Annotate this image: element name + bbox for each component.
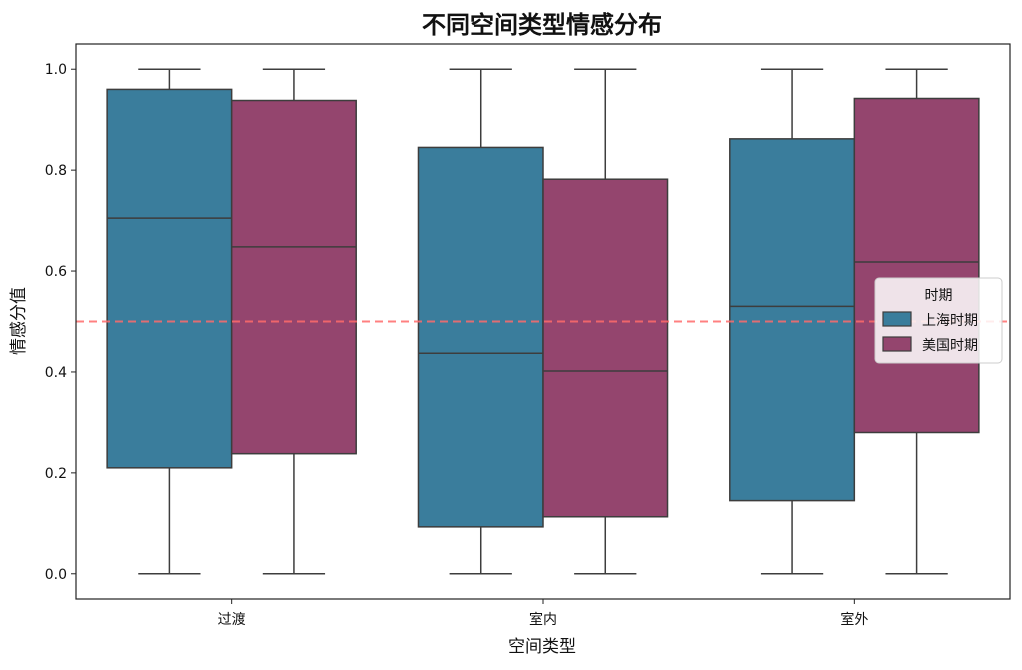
x-tick-label: 室外 (840, 611, 868, 628)
box-2-室外 (853, 68, 980, 575)
legend-item-label: 上海时期 (922, 313, 978, 329)
chart-title: 不同空间类型情感分布 (422, 11, 662, 39)
y-tick-label: 1.0 (45, 62, 67, 78)
box-2-室内 (542, 68, 669, 575)
iqr-box (729, 138, 856, 502)
y-tick-label: 0.2 (45, 466, 67, 482)
iqr-box (106, 88, 233, 469)
plot-area: 0.0 0.2 0.4 0.6 0.8 1.0 过渡 室内 室外 (45, 43, 1011, 628)
iqr-box (542, 178, 669, 518)
box-2-过渡 (230, 68, 357, 575)
iqr-box (417, 146, 544, 528)
y-tick-label: 0.4 (45, 365, 67, 381)
legend-item-label: 美国时期 (922, 338, 978, 354)
y-tick-label: 0.6 (45, 264, 67, 280)
axes-frame (75, 43, 1011, 600)
legend-swatch (882, 311, 912, 327)
x-axis-label: 空间类型 (508, 637, 576, 657)
y-tick-label: 0.8 (45, 163, 67, 179)
legend-title: 时期 (925, 288, 953, 304)
y-tick-label: 0.0 (45, 567, 67, 583)
x-tick-label: 室内 (529, 611, 557, 628)
y-axis-label: 情感分值 (9, 287, 29, 355)
iqr-box (853, 97, 980, 434)
x-tick-label: 过渡 (218, 612, 246, 628)
box-1-室外 (729, 68, 856, 575)
legend-swatch (882, 336, 912, 352)
box-1-过渡 (106, 68, 233, 575)
iqr-box (230, 99, 357, 455)
